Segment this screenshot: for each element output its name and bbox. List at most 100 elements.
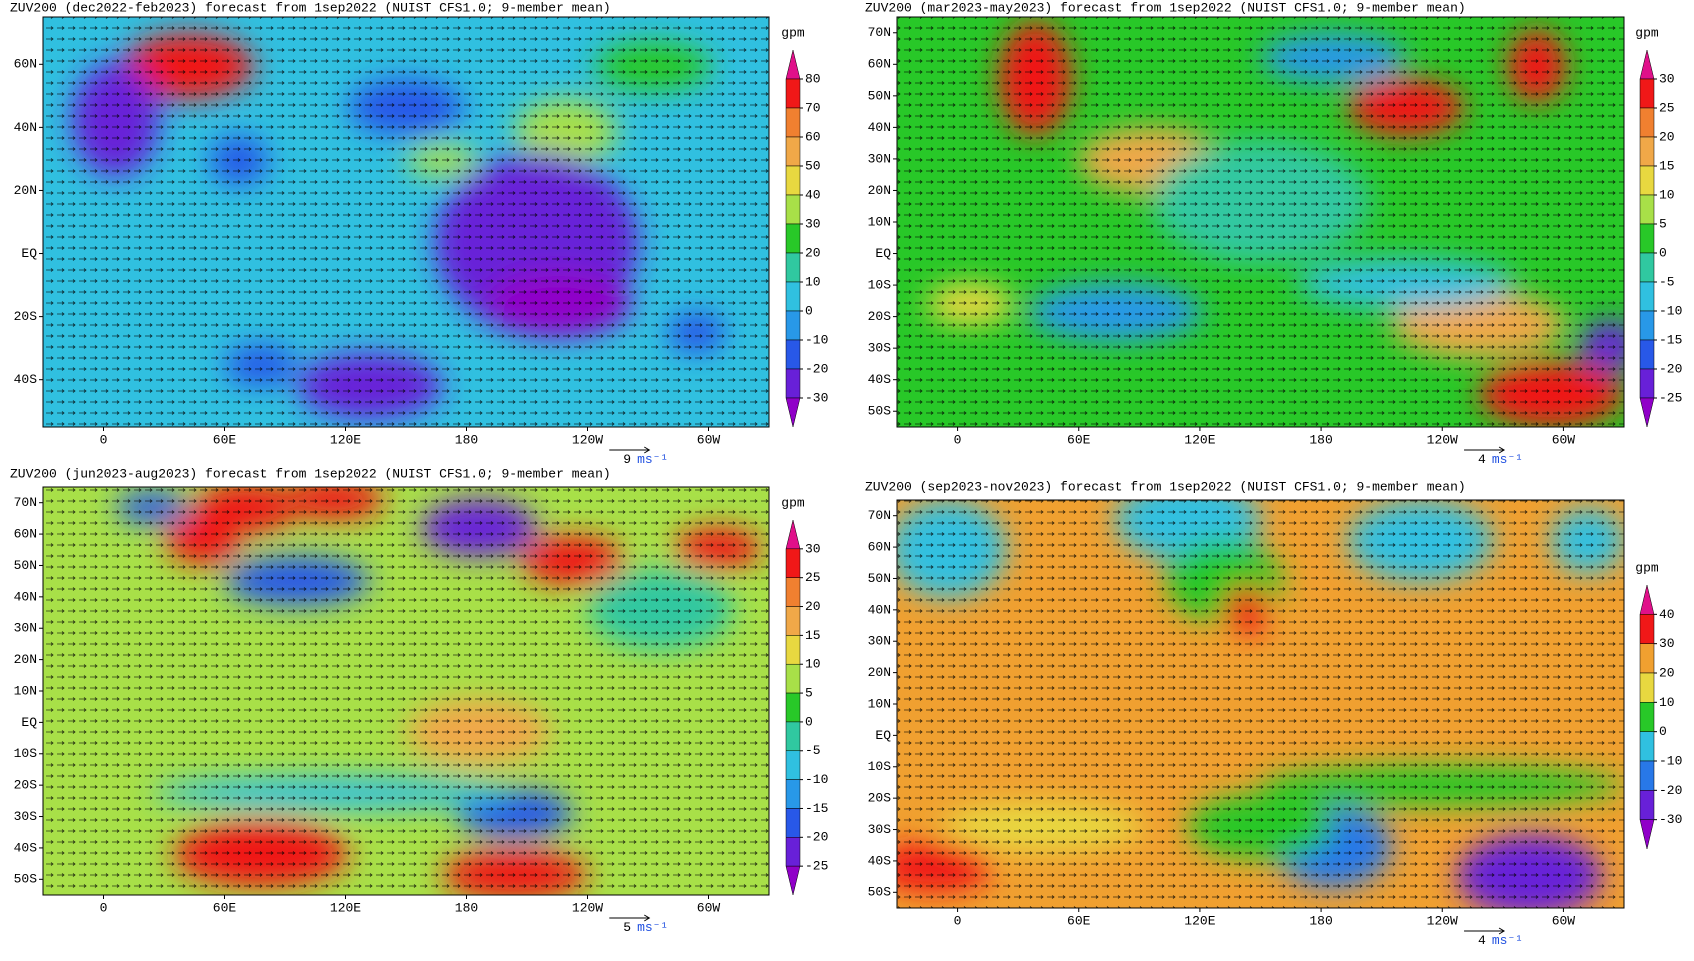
y-tick-label: 30S [14,809,38,824]
colorbar-swatch [1639,49,1655,80]
colorbar-swatch [1639,819,1655,850]
colorbar-swatch [785,808,801,838]
x-tick-label: 180 [1309,432,1332,447]
colorbar-label: 20 [805,599,821,614]
y-tick-label: 20N [868,665,891,680]
y-tick-label: 30N [868,151,891,166]
x-tick-label: 60W [1552,913,1576,928]
wind-reference-label: 5 ms⁻¹ [623,920,668,935]
y-tick-label: 70N [14,495,37,510]
colorbar-label: -25 [805,859,828,874]
y-tick-label: 20S [14,309,38,324]
colorbar-swatch [1639,281,1655,312]
colorbar-label: -5 [1659,274,1675,289]
colorbar-label: 20 [805,245,821,260]
wind-reference-arrow [1464,927,1506,935]
wind-scale: 5 [623,920,631,935]
colorbar-swatch [785,368,801,399]
x-tick-label: 180 [1309,913,1332,928]
colorbar-swatch [1639,223,1655,254]
x-tick-label: 180 [455,900,478,915]
colorbar-swatch [785,223,801,254]
x-tick-label: 60E [1067,432,1091,447]
colorbar-label: 0 [805,714,813,729]
colorbar-unit: gpm [781,495,805,510]
colorbar-swatch [785,78,801,109]
map-field [43,487,769,895]
y-tick-label: 20N [14,183,37,198]
wind-reference-arrow [1464,446,1506,454]
y-tick-label: 10N [868,214,891,229]
y-tick-label: 40S [868,372,892,387]
y-tick-label: 30N [14,621,37,636]
colorbar-swatch [785,548,801,578]
y-tick-label: 50N [14,558,37,573]
colorbar-swatch [1639,731,1655,762]
y-tick-label: 50N [868,571,891,586]
colorbar-swatch [785,339,801,370]
colorbar-swatch [1639,107,1655,138]
colorbar-swatch [785,606,801,636]
wind-reference-label: 9 ms⁻¹ [623,452,668,467]
colorbar-label: 20 [1659,665,1675,680]
wind-unit: ms⁻¹ [1492,452,1523,467]
colorbar-label: 0 [1659,724,1667,739]
x-tick-label: 120E [330,900,361,915]
map-field [43,17,769,427]
panel: ZUV200 (mar2023-may2023) forecast from 1… [865,0,1682,467]
y-tick-label: 60N [14,527,37,542]
wind-scale: 4 [1478,933,1486,948]
colorbar-label: -30 [805,390,828,405]
y-tick-label: 20S [868,791,892,806]
colorbar-label: 10 [1659,187,1675,202]
colorbar-swatch [1639,614,1655,644]
y-tick-label: 60N [14,57,37,72]
colorbar-swatch [1639,136,1655,167]
map-field [897,17,1624,427]
wind-vectors [897,17,1624,427]
y-tick-label: 40N [14,589,37,604]
y-tick-label: 30N [868,634,891,649]
x-tick-label: 0 [954,913,962,928]
wind-vectors [43,487,769,895]
colorbar-label: -10 [1659,303,1682,318]
y-tick-label: 10S [868,759,892,774]
y-tick-label: 40N [868,602,891,617]
wind-reference-label: 4 ms⁻¹ [1478,933,1523,948]
panel: ZUV200 (sep2023-nov2023) forecast from 1… [865,479,1682,948]
wind-unit: ms⁻¹ [637,920,668,935]
y-tick-label: 20N [14,652,37,667]
wind-vectors [43,17,769,427]
colorbar-label: 20 [1659,129,1675,144]
x-tick-label: 120E [330,432,361,447]
colorbar-swatch [785,865,801,896]
x-tick-label: 120E [1184,913,1215,928]
map-field [897,500,1624,908]
colorbar-label: -20 [1659,361,1682,376]
colorbar-swatch [785,397,801,428]
colorbar-swatch [785,692,801,723]
x-tick-label: 60W [697,900,721,915]
colorbar-unit: gpm [781,25,805,40]
wind-reference-label: 4 ms⁻¹ [1478,452,1523,467]
colorbar-label: -5 [805,743,821,758]
colorbar-label: 40 [805,187,821,202]
colorbar-swatch [1639,584,1655,615]
x-tick-label: 60W [697,432,721,447]
map-frame [42,16,770,428]
x-tick-label: 60E [213,900,237,915]
colorbar-swatch [785,663,801,694]
colorbar-label: 80 [805,71,821,86]
colorbar-swatch [785,165,801,196]
colorbar-swatch [785,779,801,809]
colorbar-swatch [1639,310,1655,341]
colorbar-label: 30 [1659,71,1675,86]
wind-reference-arrow [609,446,651,454]
colorbar-swatch [1639,194,1655,225]
colorbar-swatch [785,750,801,780]
colorbar-label: -10 [805,772,828,787]
y-tick-label: 70N [868,25,891,40]
x-tick-label: 120W [1427,913,1458,928]
x-tick-label: 0 [100,900,108,915]
